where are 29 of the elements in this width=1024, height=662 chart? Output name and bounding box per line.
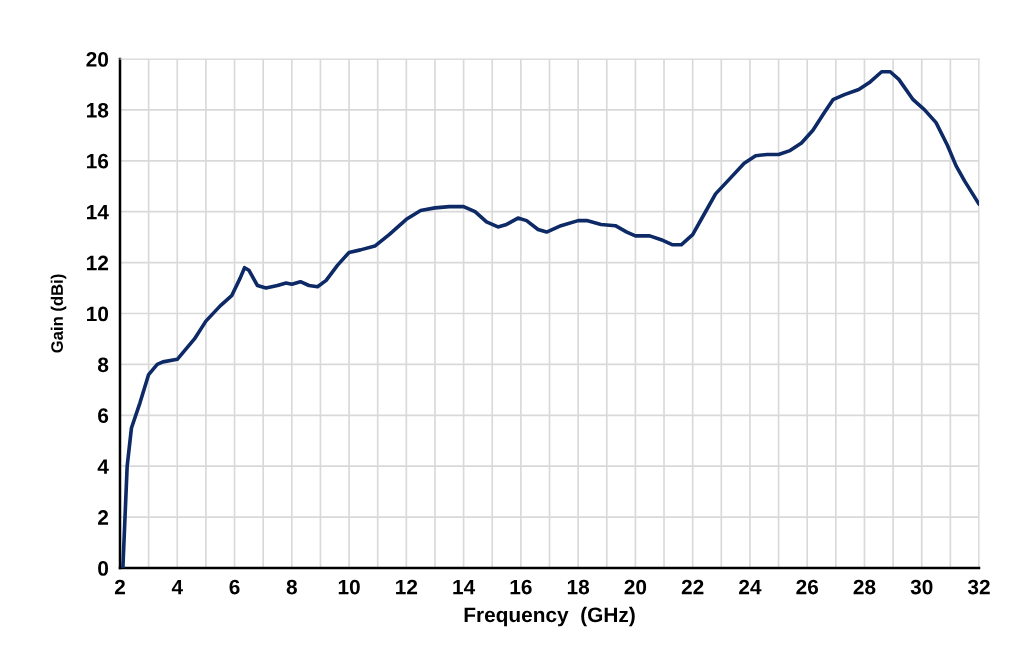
x-tick-label: 14 [453,579,476,595]
y-tick-label: 0 [98,561,109,576]
x-tick-label: 20 [624,579,647,595]
y-tick-label: 4 [97,459,109,474]
y-tick-label: 16 [87,153,109,169]
y-tick-label: 18 [87,102,109,118]
y-tick-label: 10 [87,306,109,322]
x-tick-label: 32 [967,579,990,595]
x-tick-label: 16 [510,579,532,595]
y-tick-label: 12 [87,255,109,271]
x-tick-label: 10 [338,579,360,595]
x-tick-label: 26 [796,579,819,595]
x-tick-label: 22 [681,579,704,595]
y-tick-label: 6 [98,408,109,424]
y-axis-title: Gain (dBi) [50,274,67,353]
x-tick-label: 6 [229,579,240,595]
y-tick-label: 20 [86,52,109,67]
x-tick-label: 30 [910,579,933,595]
x-tick-label: 18 [567,579,590,595]
x-axis-title: Frequency (GHz) [464,606,635,627]
x-tick-label: 28 [853,579,876,595]
x-tick-label: 2 [114,579,125,595]
x-tick-label: 12 [396,579,418,595]
x-tick-label: 24 [739,579,762,595]
y-tick-label: 2 [98,510,109,525]
y-tick-label: 8 [97,357,109,373]
x-tick-label: 4 [171,579,183,595]
x-tick-label: 8 [286,579,297,595]
y-tick-label: 14 [87,204,109,220]
